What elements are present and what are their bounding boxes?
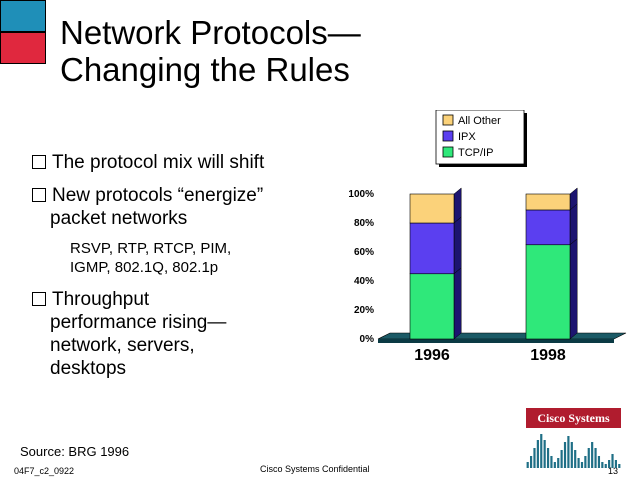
logo-bar <box>580 462 584 468</box>
logo-bar <box>618 464 621 468</box>
logo-bar <box>570 442 573 468</box>
y-tick-label: 40% <box>354 276 374 287</box>
logo-bar <box>597 456 601 468</box>
bar-tcpip-1998 <box>525 244 571 340</box>
bar-allother-1996 <box>409 193 455 224</box>
logo-bar <box>587 448 590 468</box>
bullet-text: The protocol mix will shift <box>52 152 265 173</box>
logo-bar <box>604 464 607 468</box>
bullet-text-cont: desktops <box>50 358 127 379</box>
logo-bar <box>557 458 560 468</box>
bar-side-ipx-1998 <box>569 203 578 246</box>
logo-bar <box>574 450 577 468</box>
y-tick-label: 60% <box>354 247 374 258</box>
y-tick-label: 20% <box>354 305 374 316</box>
title-square-red <box>0 32 46 64</box>
sub-bullet-line: RSVP, RTP, RTCP, PIM, <box>70 240 232 257</box>
sub-bullet-protocol-list: RSVP, RTP, RTCP, PIM, IGMP, 802.1Q, 802.… <box>70 239 231 277</box>
legend-label: All Other <box>458 115 501 127</box>
y-tick-label: 100% <box>348 189 374 200</box>
legend-label: TCP/IP <box>458 147 493 159</box>
title-square-blue <box>0 0 46 32</box>
logo-bar <box>546 448 550 468</box>
chart-baseline <box>378 339 614 343</box>
bullet-box-icon <box>32 155 46 169</box>
legend-swatch <box>442 114 454 126</box>
protocol-mix-chart: 0% 20% 40% 60% 80% 100% 1996 1998 All Other IPX TC… <box>348 110 627 364</box>
bar-tcpip-1996 <box>409 273 455 340</box>
logo-bar <box>526 462 529 468</box>
bar-side-tcpip-1996 <box>453 267 462 340</box>
cisco-logo-bars <box>526 434 621 468</box>
cisco-systems-logo: Cisco Systems <box>526 408 621 468</box>
bullet-text-cont: network, servers, <box>50 335 195 356</box>
bullet-text: New protocols “energize” <box>52 185 264 206</box>
logo-bar <box>563 442 567 468</box>
logo-bar <box>611 454 614 468</box>
logo-bar <box>601 462 604 468</box>
cisco-logo-background <box>526 408 621 428</box>
bullet-text-cont: packet networks <box>50 208 188 229</box>
sub-bullet-line: IGMP, 802.1Q, 802.1p <box>70 259 219 276</box>
footer-confidential: Cisco Systems Confidential <box>260 464 370 474</box>
logo-bar <box>614 460 617 468</box>
bullet-box-icon <box>32 188 46 202</box>
logo-bar <box>553 462 556 468</box>
logo-bar <box>594 448 597 468</box>
logo-bar <box>529 456 533 468</box>
logo-bar <box>533 448 536 468</box>
bullet-text-cont: performance rising— <box>50 312 227 333</box>
legend-swatch <box>442 130 454 142</box>
logo-bar <box>536 440 539 468</box>
bar-allother-1998 <box>525 193 571 211</box>
x-tick-label: 1998 <box>530 347 566 364</box>
y-tick-label: 80% <box>354 218 374 229</box>
bullet-throughput: Throughput performance rising— network, … <box>32 288 226 380</box>
logo-bar <box>608 460 611 468</box>
logo-bar <box>577 458 580 468</box>
logo-bar <box>560 450 563 468</box>
logo-bar <box>591 442 594 468</box>
bullet-box-icon <box>32 292 46 306</box>
footer-slide-code: 04F7_c2_0922 <box>14 466 75 476</box>
footer-page-number: 13 <box>608 466 619 476</box>
bullet-protocol-mix: The protocol mix will shift <box>32 151 264 174</box>
bar-ipx-1996 <box>409 222 455 275</box>
logo-bar <box>584 456 587 468</box>
bar-side-allother-1996 <box>453 187 462 224</box>
cisco-logo-text: Cisco Systems <box>537 411 610 425</box>
slide-title: Network Protocols— Changing the Rules <box>60 14 361 88</box>
bar-side-ipx-1996 <box>453 216 462 275</box>
bar-ipx-1998 <box>525 209 571 246</box>
bullet-new-protocols: New protocols “energize” packet networks <box>32 184 263 230</box>
x-tick-label: 1996 <box>414 347 450 364</box>
bullet-text: Throughput <box>52 289 150 310</box>
bar-side-tcpip-1998 <box>569 238 578 340</box>
y-tick-label: 0% <box>360 334 375 345</box>
logo-bar <box>543 440 546 468</box>
source-note: Source: BRG 1996 <box>20 444 130 459</box>
logo-bar <box>540 434 543 468</box>
legend-swatch <box>442 146 454 158</box>
logo-bar <box>550 456 553 468</box>
slide-title-line2: Changing the Rules <box>60 51 350 88</box>
legend-label: IPX <box>458 131 476 143</box>
slide-title-line1: Network Protocols— <box>60 14 361 51</box>
logo-bar <box>567 436 570 468</box>
